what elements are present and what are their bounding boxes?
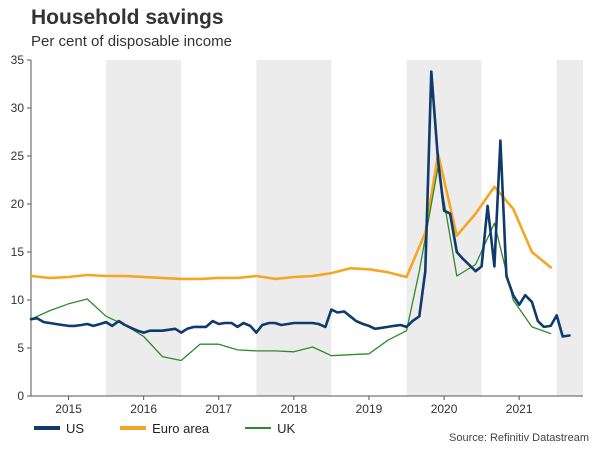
chart-title: Household savings — [31, 6, 224, 29]
shaded-band-0 — [106, 60, 182, 396]
legend-label-us: US — [66, 420, 85, 436]
shaded-band-1 — [256, 60, 332, 396]
legend-swatch-uk — [245, 427, 272, 429]
y-tick-label-5: 5 — [17, 341, 24, 355]
legend-label-uk: UK — [277, 420, 296, 436]
y-tick-label-15: 15 — [11, 245, 25, 259]
shaded-band-2 — [406, 60, 482, 396]
shaded-year-bands — [106, 60, 583, 396]
x-tick-label-2015: 2015 — [55, 402, 82, 416]
series-line-euro — [29, 152, 552, 281]
legend-swatch-us — [34, 426, 60, 430]
y-tick-label-10: 10 — [11, 293, 25, 307]
legend-item-us[interactable]: US — [34, 421, 84, 436]
y-tick-label-0: 0 — [17, 389, 24, 403]
legend-item-euro-area[interactable]: Euro area — [120, 421, 209, 436]
series-line-us — [29, 70, 571, 338]
x-tick-label-2016: 2016 — [130, 402, 157, 416]
legend: US Euro area UK — [34, 420, 331, 436]
shaded-band-3 — [556, 60, 583, 396]
x-tick-label-2017: 2017 — [205, 402, 232, 416]
y-tick-label-35: 35 — [11, 53, 25, 67]
y-axis: 0 5 10 15 20 25 30 35 — [11, 53, 32, 403]
y-tick-label-20: 20 — [11, 197, 25, 211]
x-axis: 2015 2016 2017 2018 2019 2020 2021 — [31, 395, 583, 416]
x-tick-label-2021: 2021 — [506, 402, 533, 416]
y-tick-label-25: 25 — [11, 149, 25, 163]
legend-label-euro-area: Euro area — [152, 420, 210, 436]
x-tick-label-2018: 2018 — [281, 402, 308, 416]
chart-subtitle: Per cent of disposable income — [31, 33, 232, 50]
x-tick-label-2020: 2020 — [431, 402, 458, 416]
series-lines — [29, 70, 571, 362]
y-tick-label-30: 30 — [11, 101, 25, 115]
legend-item-uk[interactable]: UK — [245, 421, 295, 436]
x-tick-label-2019: 2019 — [356, 402, 383, 416]
legend-swatch-euro-area — [120, 426, 147, 430]
source-note: Source: Refinitiv Datastream — [449, 432, 589, 444]
